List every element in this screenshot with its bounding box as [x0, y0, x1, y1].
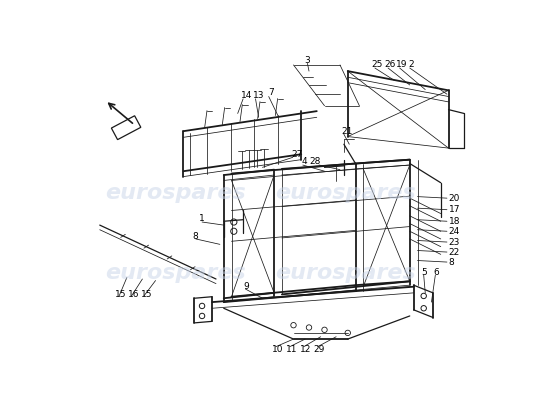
Text: 16: 16 [129, 290, 140, 299]
Text: 5: 5 [421, 268, 427, 277]
Text: 26: 26 [384, 60, 395, 70]
Text: 23: 23 [448, 238, 460, 246]
Text: 10: 10 [272, 345, 283, 354]
Text: 7: 7 [268, 88, 274, 97]
Text: 25: 25 [371, 60, 382, 70]
Text: 8: 8 [448, 258, 454, 266]
Text: 9: 9 [243, 282, 249, 291]
Text: 27: 27 [291, 150, 302, 159]
Text: 4: 4 [301, 158, 307, 166]
Text: eurospares: eurospares [105, 263, 246, 283]
Text: 17: 17 [448, 205, 460, 214]
Text: 13: 13 [253, 91, 265, 100]
Text: 6: 6 [433, 268, 439, 277]
Text: 21: 21 [342, 127, 353, 136]
Text: 15: 15 [141, 290, 152, 299]
Text: 14: 14 [241, 91, 252, 100]
Text: 29: 29 [314, 345, 325, 354]
Text: eurospares: eurospares [276, 263, 416, 283]
Text: 15: 15 [116, 290, 127, 299]
Text: 22: 22 [448, 248, 460, 256]
Text: 3: 3 [305, 56, 310, 65]
Text: 19: 19 [396, 60, 408, 70]
Text: 2: 2 [408, 60, 414, 70]
Text: 12: 12 [300, 345, 311, 354]
Text: 18: 18 [448, 217, 460, 226]
Text: 20: 20 [448, 194, 460, 203]
Text: eurospares: eurospares [105, 183, 246, 203]
Text: 11: 11 [286, 345, 297, 354]
Text: 28: 28 [309, 158, 321, 166]
Text: eurospares: eurospares [276, 183, 416, 203]
Text: 1: 1 [199, 214, 205, 224]
Text: 8: 8 [192, 232, 199, 241]
Text: 24: 24 [448, 227, 460, 236]
